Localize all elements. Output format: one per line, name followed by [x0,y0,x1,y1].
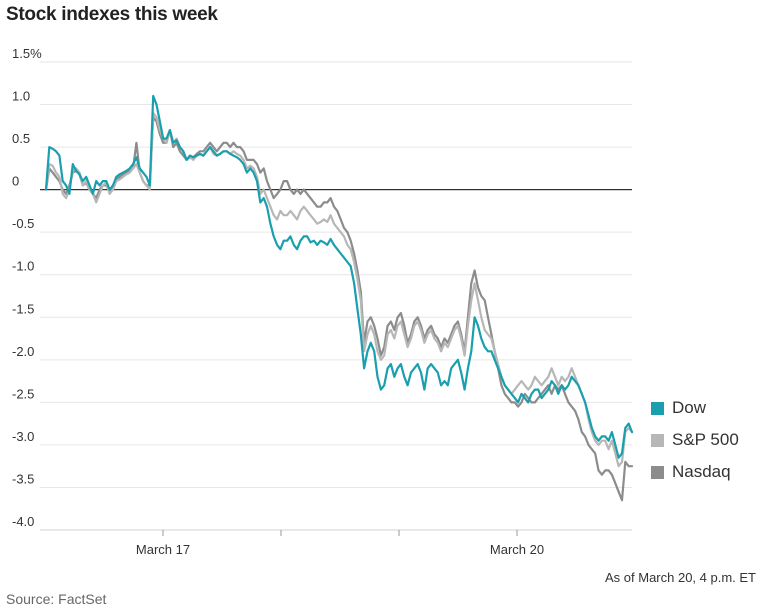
y-tick-label: -3.0 [12,429,34,444]
legend-swatch-sp500 [651,433,664,447]
series-line-dow [44,94,634,459]
y-tick-label: -3.5 [12,471,34,486]
legend-item-dow: Dow [651,392,739,424]
y-tick-label: -4.0 [12,514,34,529]
legend-label-nasdaq: Nasdaq [672,462,731,481]
y-tick-label: -1.5 [12,301,34,316]
series-line-nasdaq [44,116,634,502]
gridlines [40,61,632,531]
y-axis-tick-labels: 1.5% 1.0 0.5 0 -0.5 -1.0 -1.5 -2.0 -2.5 -3.0 -3.5 -… [12,46,42,529]
y-tick-label: 1.0 [12,89,30,104]
y-tick-label: -1.0 [12,259,34,274]
y-tick-label: -2.0 [12,344,34,359]
x-tick-label: March 20 [490,542,544,557]
y-tick-label: -0.5 [12,216,34,231]
x-axis: March 17 March 20 [40,529,632,557]
legend-item-nasdaq: Nasdaq [651,456,739,488]
chart-title: Stock indexes this week [6,4,218,25]
series-line-sp500 [44,112,634,468]
legend: Dow S&P 500 Nasdaq [651,392,739,488]
legend-swatch-nasdaq [651,465,664,479]
x-tick-label: March 17 [136,542,190,557]
legend-item-sp500: S&P 500 [651,424,739,456]
y-tick-label: -2.5 [12,386,34,401]
y-tick-label: 1.5% [12,46,42,61]
legend-swatch-dow [651,401,664,415]
timestamp-note: As of March 20, 4 p.m. ET [605,570,756,585]
legend-label-dow: Dow [672,398,707,417]
legend-label-sp500: S&P 500 [672,430,739,449]
y-tick-label: 0.5 [12,131,30,146]
source-note: Source: FactSet [6,591,107,607]
y-tick-label: 0 [12,174,19,189]
series-lines [44,94,634,502]
